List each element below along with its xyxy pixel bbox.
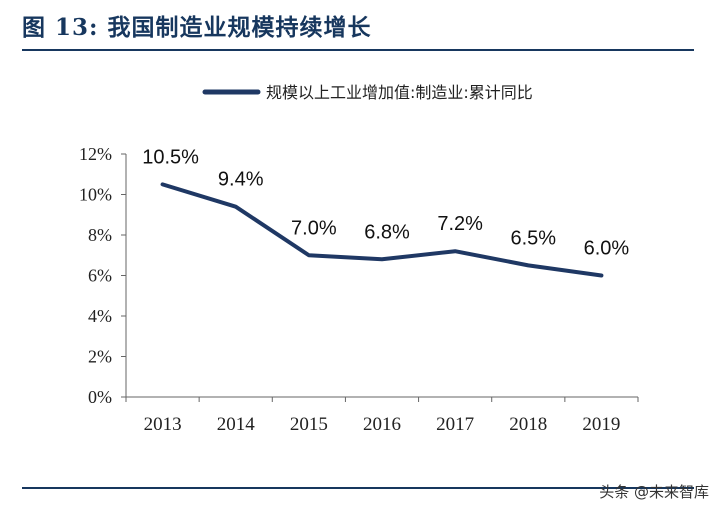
bottom-divider <box>22 487 694 489</box>
x-tick-label: 2015 <box>290 414 328 435</box>
data-label: 7.0% <box>291 217 337 239</box>
line-chart: 规模以上工业增加值:制造业:累计同比 0% 2% 4% 6% 8% 10% 12% 2013 2… <box>79 83 639 435</box>
y-tick-label: 8% <box>88 225 112 245</box>
data-label: 10.5% <box>142 146 199 168</box>
data-label: 6.8% <box>364 221 410 243</box>
series-line <box>160 182 604 278</box>
watermark-text: 头条 @未来智库 <box>599 483 709 501</box>
x-tick-label: 2016 <box>363 414 401 435</box>
data-labels: 10.5% 9.4% 7.0% 6.8% 7.2% 6.5% 6.0% <box>142 146 629 259</box>
x-tick-label: 2019 <box>582 414 620 435</box>
x-tick-label: 2017 <box>436 414 474 435</box>
axes: 0% 2% 4% 6% 8% 10% 12% 2013 2014 2015 2016 2017 2018… <box>79 144 639 435</box>
data-label: 6.0% <box>584 238 630 260</box>
x-tick-label: 2013 <box>144 414 182 435</box>
legend: 规模以上工业增加值:制造业:累计同比 <box>202 83 533 102</box>
legend-label: 规模以上工业增加值:制造业:累计同比 <box>266 83 533 102</box>
series-layer <box>160 182 604 278</box>
data-label: 9.4% <box>218 169 264 191</box>
y-tick-label: 10% <box>79 185 112 205</box>
y-tick-label: 2% <box>88 347 112 367</box>
y-tick-label: 4% <box>88 306 112 326</box>
x-tick-label: 2014 <box>217 414 256 435</box>
top-divider <box>22 49 694 51</box>
data-label: 6.5% <box>510 227 556 249</box>
x-tick-label: 2018 <box>509 414 547 435</box>
figure-title: 图 13: 我国制造业规模持续增长 <box>22 14 372 41</box>
y-tick-label: 0% <box>88 387 112 407</box>
y-tick-label: 12% <box>79 144 112 164</box>
y-tick-label: 6% <box>88 266 112 286</box>
data-label: 7.2% <box>437 213 483 235</box>
